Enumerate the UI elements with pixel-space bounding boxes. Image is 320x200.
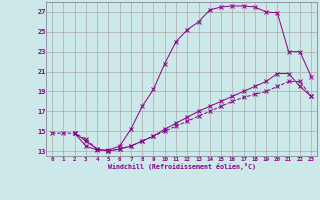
X-axis label: Windchill (Refroidissement éolien,°C): Windchill (Refroidissement éolien,°C) — [108, 163, 256, 170]
